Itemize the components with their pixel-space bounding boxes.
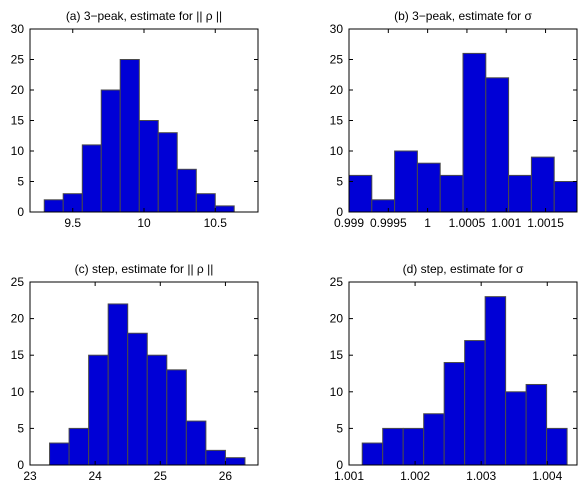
y-tick-label: 5: [336, 175, 343, 189]
histogram-bar: [505, 391, 527, 466]
histogram-bar: [176, 168, 197, 213]
histogram-bar: [416, 162, 441, 213]
histogram-panel-b: (b) 3−peak, estimate for σ 0 5 10 15 20 25 30 0.…: [330, 9, 578, 230]
x-tick-label: 26: [219, 469, 233, 483]
y-tick-label: 25: [330, 275, 344, 289]
histogram-bar: [138, 120, 159, 213]
y-tick-label: 15: [11, 114, 25, 128]
histogram-bar: [214, 205, 235, 213]
axes-frame: [29, 281, 259, 466]
y-tick-label: 20: [11, 83, 25, 97]
y-tick-label: 5: [17, 175, 24, 189]
x-tick-label: 9.5: [64, 216, 81, 230]
x-tick-label: 1.003: [466, 469, 496, 483]
y-tick-label: 0: [336, 205, 343, 219]
histogram-bar: [68, 427, 90, 466]
y-tick-label: 15: [330, 114, 344, 128]
y-tick-label: 20: [330, 312, 344, 326]
y-tick-label: 10: [330, 144, 344, 158]
x-tick-label: 10: [137, 216, 151, 230]
y-tick-label: 10: [330, 385, 344, 399]
histogram-bar: [224, 457, 246, 466]
histogram-bar: [43, 199, 64, 213]
x-tick-label: 25: [154, 469, 168, 483]
panel-title: (c) step, estimate for || ρ ||: [75, 262, 214, 276]
panel-title: (d) step, estimate for σ: [403, 262, 524, 276]
histogram-bar: [553, 181, 578, 213]
panel-title: (a) 3−peak, estimate for || ρ ||: [66, 9, 222, 23]
y-tick-label: 10: [11, 144, 25, 158]
y-tick-label: 30: [330, 22, 344, 36]
x-tick-label: 1.0015: [527, 216, 564, 230]
histogram-bar: [49, 442, 70, 466]
histogram-bar: [508, 174, 532, 213]
histogram-bar: [443, 362, 466, 466]
histogram-bar: [464, 340, 486, 466]
histogram-bar: [546, 427, 568, 466]
histogram-bar: [81, 144, 102, 213]
histogram-bar: [423, 413, 445, 466]
histogram-bar: [402, 427, 425, 466]
y-tick-label: 10: [11, 385, 25, 399]
y-tick-label: 0: [17, 458, 24, 472]
histogram-panel-c: (c) step, estimate for || ρ || 0 5 10 15 20 25…: [11, 262, 259, 483]
y-tick-label: 25: [11, 275, 25, 289]
x-tick-label: 24: [88, 469, 102, 483]
histogram-panel-a: (a) 3−peak, estimate for || ρ || 0 5 10 15 20…: [11, 9, 259, 230]
histogram-bar: [525, 383, 548, 466]
histogram-bar: [348, 174, 373, 213]
histogram-bar: [157, 132, 178, 213]
x-tick-label: 10.5: [204, 216, 228, 230]
x-tick-label: 0.999: [334, 216, 364, 230]
histogram-bar: [166, 369, 187, 466]
histogram-bar: [100, 89, 121, 213]
y-tick-label: 30: [11, 22, 25, 36]
x-tick-label: 1.0005: [449, 216, 486, 230]
x-tick-label: 1.001: [491, 216, 521, 230]
histogram-bar: [394, 150, 418, 213]
histogram-bar: [462, 52, 487, 213]
x-tick-label: 23: [23, 469, 37, 483]
y-tick-label: 0: [336, 458, 343, 472]
histogram-panel-d: (d) step, estimate for σ 0 5 10 15 20 25 1.001 1…: [330, 262, 578, 483]
histogram-bar: [361, 442, 384, 466]
y-tick-label: 20: [330, 83, 344, 97]
axes-frame: [348, 281, 578, 466]
histogram-bar: [439, 174, 464, 213]
histogram-bar: [382, 427, 404, 466]
x-tick-label: 0.9995: [370, 216, 407, 230]
histogram-bar: [185, 420, 207, 466]
panel-title: (b) 3−peak, estimate for σ: [394, 9, 532, 23]
y-tick-label: 25: [330, 53, 344, 67]
histogram-bar: [107, 303, 129, 466]
x-tick-label: 1.004: [532, 469, 562, 483]
y-tick-label: 5: [336, 421, 343, 435]
histogram-bar: [127, 332, 148, 466]
histogram-bar: [146, 354, 168, 466]
histogram-bar: [119, 59, 140, 213]
histogram-bar: [485, 77, 510, 213]
x-tick-label: 1.002: [400, 469, 430, 483]
y-tick-label: 20: [11, 312, 25, 326]
y-tick-label: 0: [17, 205, 24, 219]
histogram-bar: [371, 199, 396, 213]
histogram-bar: [205, 449, 226, 466]
y-tick-label: 25: [11, 53, 25, 67]
histogram-bar: [484, 296, 507, 466]
histogram-bar: [88, 354, 109, 466]
histogram-bar: [195, 193, 216, 213]
x-tick-label: 1: [424, 216, 431, 230]
x-tick-label: 1.001: [334, 469, 364, 483]
y-tick-label: 15: [11, 348, 25, 362]
y-tick-label: 5: [17, 421, 24, 435]
y-tick-label: 15: [330, 348, 344, 362]
histogram-bar: [530, 156, 555, 213]
